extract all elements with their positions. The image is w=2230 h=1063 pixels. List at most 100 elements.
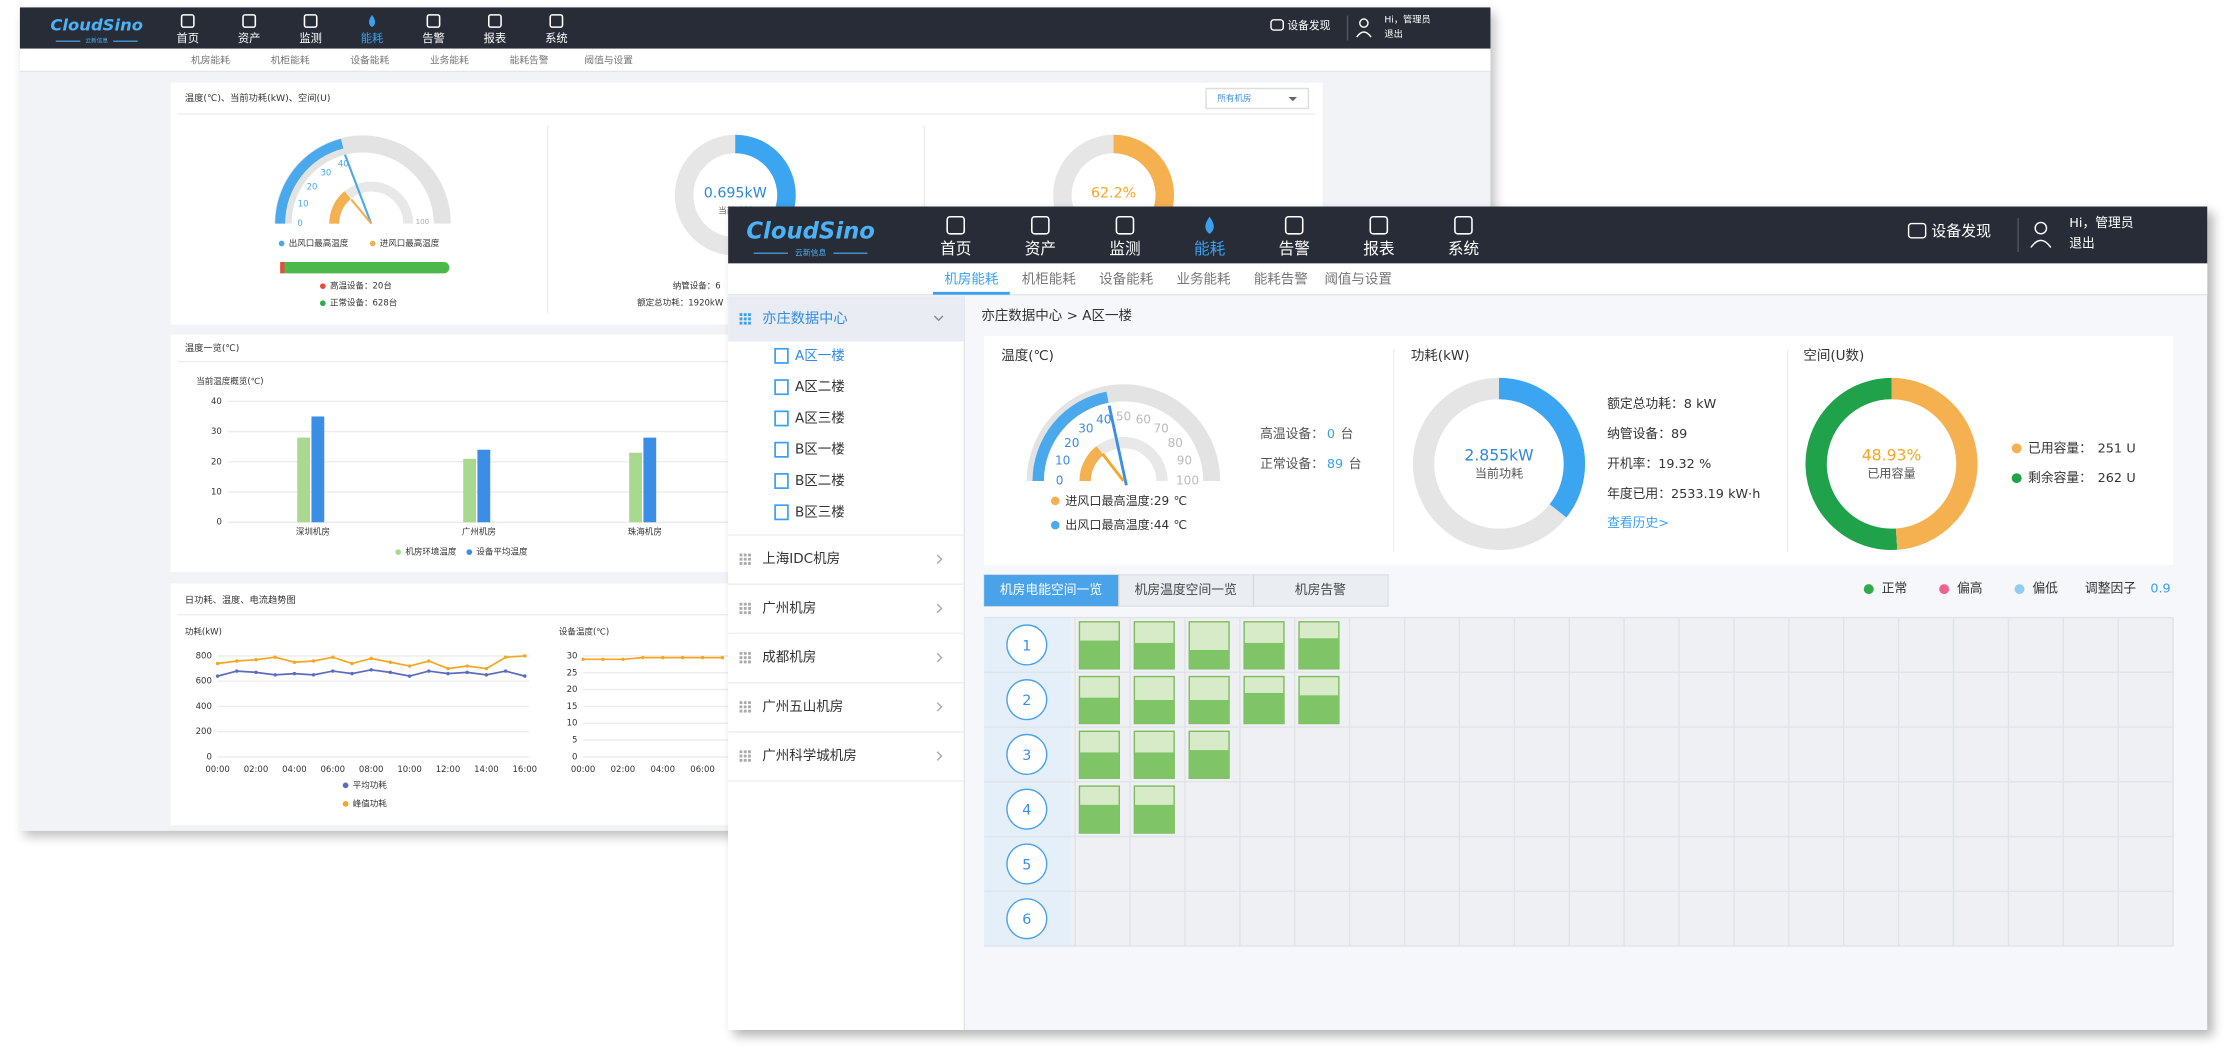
point [407,664,412,668]
legend-dot [1939,584,1950,595]
rack-fill [1079,640,1120,669]
menu-icon [748,651,751,655]
nav-item[interactable]: 报表 [484,31,507,45]
point [484,666,489,671]
subnav-item[interactable]: 能耗告警 [510,53,549,66]
subnav-active [932,291,1010,295]
menu-icon [748,607,751,610]
menu-icon [748,611,751,615]
menu-icon [743,758,747,762]
point [720,655,725,660]
stat-text-part: 2533.19 [1671,486,1724,501]
bar [297,437,311,523]
menu-item[interactable]: B区一楼 [795,442,845,458]
subnav-item[interactable]: 设备能耗 [1099,271,1153,288]
donut-value [734,134,796,214]
stat-text-part: 高温设备： [1260,426,1324,442]
subnav-item[interactable]: 机房能耗 [944,272,998,288]
tab[interactable]: 机房电能空间一览 [1000,582,1102,598]
x-tick-label: 00:00 [205,765,230,775]
menu-group[interactable]: 上海IDC机房 [762,551,840,567]
menu-item[interactable]: A区二楼 [795,379,845,395]
nav-item[interactable]: 报表 [1363,239,1395,258]
nav-item[interactable]: 资产 [238,31,261,45]
nav-item[interactable]: 告警 [1279,239,1311,258]
menu-icon [748,553,751,557]
subnav-item[interactable]: 机柜能耗 [1022,272,1076,288]
nav-item[interactable]: 资产 [1025,239,1056,258]
legend-text: 进风口最高温度 [380,238,440,249]
stat-text: 开机率：19.32% [1607,455,1711,471]
menu-group[interactable]: 亦庄数据中心 [762,309,847,327]
gauge-max: 100 [416,217,430,226]
history-link[interactable]: 查看历史> [1607,515,1669,531]
select-box[interactable] [1205,87,1310,110]
gauge-tick: 90 [1177,454,1192,468]
subnav-item[interactable]: 机柜能耗 [271,53,310,66]
menu-group[interactable]: 广州五山机房 [762,699,843,715]
subnav-item[interactable]: 业务能耗 [1176,272,1230,288]
menu-icon [743,313,747,317]
nav-item[interactable]: 告警 [422,31,445,45]
menu-icon [743,709,747,713]
subnav-item[interactable]: 设备能耗 [350,53,389,66]
stat-text-part: kW·h [1728,486,1760,501]
menu-icon [748,317,751,321]
rack-fill [1134,752,1175,779]
subnav-item[interactable]: 阈值与设置 [584,53,633,66]
gauge-value [329,191,352,224]
donut-used [1891,377,1978,550]
tab[interactable]: 机房告警 [1295,582,1346,598]
stat-text-part: 正常设备： [1260,456,1324,471]
nav-icon [1205,216,1214,234]
logout[interactable]: 退出 [2069,237,2095,252]
nav-item[interactable]: 首页 [940,239,971,258]
point [700,655,705,660]
bar [477,449,491,523]
rack-fill [1189,649,1230,669]
subnav-item[interactable]: 能耗告警 [1254,272,1308,288]
breadcrumb: 亦庄数据中心 > A区一楼 [981,307,1132,324]
nav-item[interactable]: 首页 [176,31,199,45]
gauge-tick: 0 [1056,474,1064,488]
nav-item[interactable]: 能耗 [361,31,384,45]
menu-icon [748,754,751,758]
nav-icon [180,14,195,28]
logout[interactable]: 退出 [1384,28,1402,40]
menu-item[interactable]: B区二楼 [795,473,845,489]
menu-group[interactable]: 成都机房 [762,650,816,666]
menu-item[interactable]: A区三楼 [795,410,845,426]
menu-icon [743,553,747,557]
legend-text: 偏高 [1957,581,1983,597]
subnav-item[interactable]: 阈值与设置 [1324,272,1392,288]
point [523,654,527,658]
tab[interactable]: 机房温度空间一览 [1135,582,1237,598]
menu-icon [739,313,743,317]
chevron [936,554,943,565]
point [215,661,220,666]
menu-icon [748,656,751,660]
legend-dot [2011,443,2022,454]
subnav-item[interactable]: 业务能耗 [430,53,469,66]
subnav-item[interactable]: 机房能耗 [191,53,230,66]
legend-dot [369,240,376,247]
nav-item[interactable]: 监测 [299,32,322,45]
user-name: Hi，管理员 [1384,13,1430,25]
menu-item[interactable]: B区三楼 [795,504,845,520]
menu-icon [748,313,751,317]
discover[interactable]: 设备发现 [1931,222,1991,240]
menu-icon [743,754,747,758]
donut-center-part: kW [1509,445,1534,464]
point [388,660,393,664]
nav-item[interactable]: 能耗 [1194,239,1226,258]
menu-group[interactable]: 广州机房 [762,600,816,616]
discover[interactable]: 设备发现 [1287,19,1330,32]
menu-icon [748,758,751,762]
x-tick-label: 02:00 [244,765,269,775]
menu-item[interactable]: A区一楼 [795,348,845,364]
nav-item[interactable]: 系统 [1448,239,1479,258]
building-icon [774,473,789,489]
menu-group[interactable]: 广州科学城机房 [762,748,857,764]
nav-item[interactable]: 系统 [545,32,568,45]
nav-item[interactable]: 监测 [1109,239,1140,258]
